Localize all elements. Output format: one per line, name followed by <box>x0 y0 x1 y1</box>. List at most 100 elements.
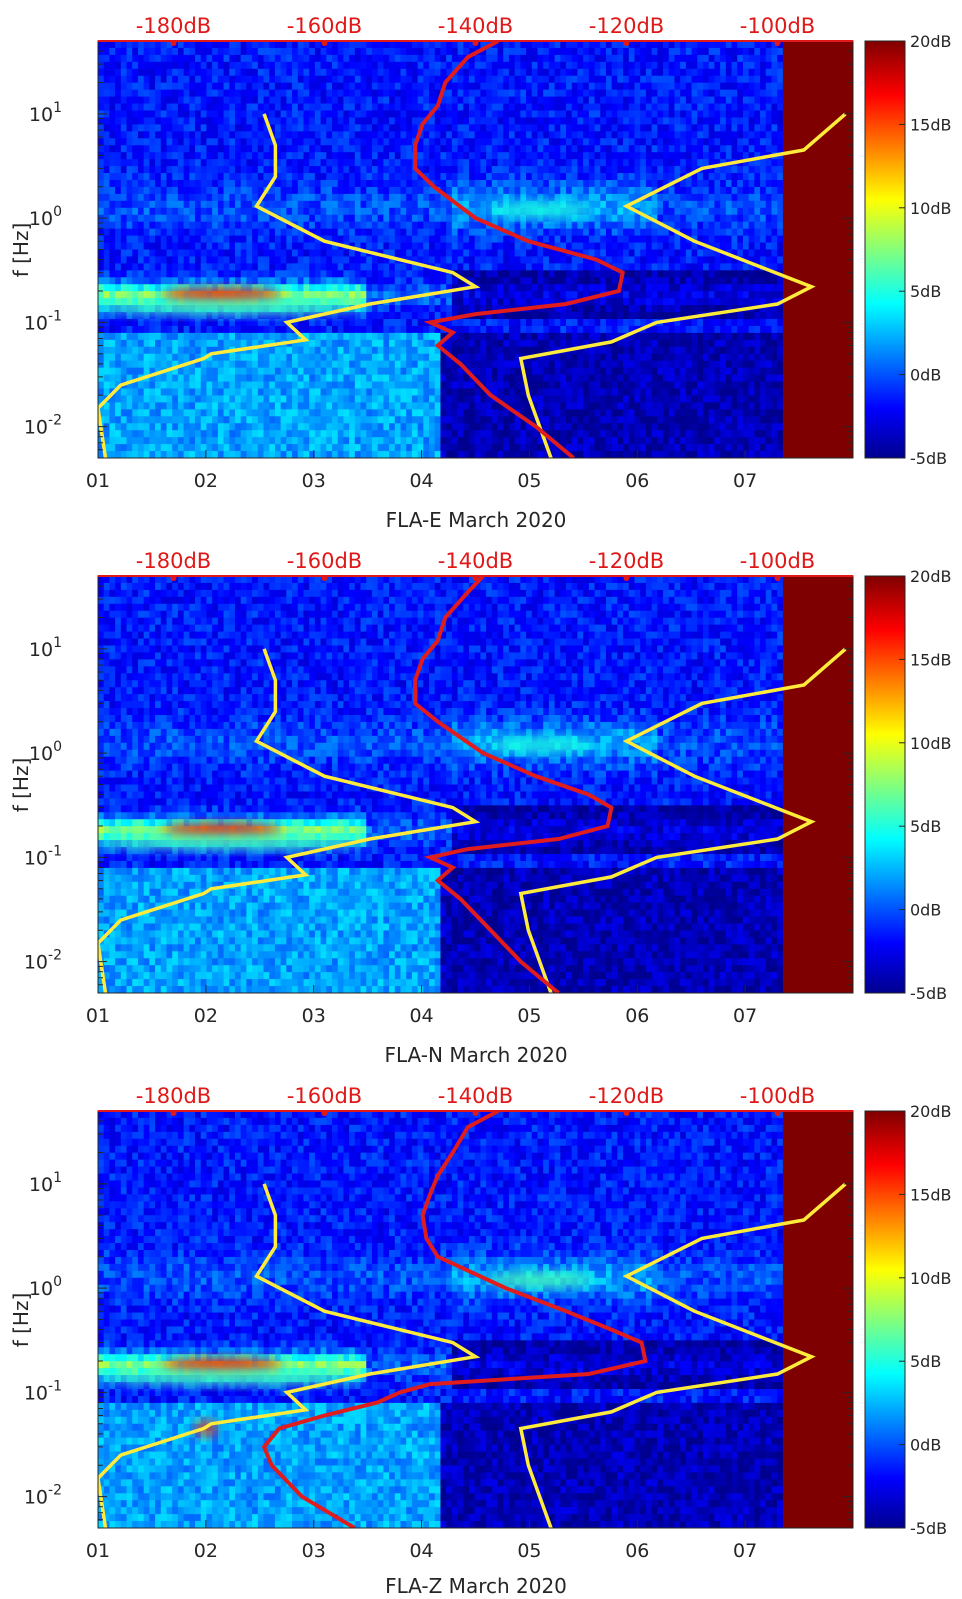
heatmap-cell <box>411 235 419 244</box>
heatmap-cell <box>628 131 636 139</box>
heatmap-cell <box>623 186 630 195</box>
heatmap-cell <box>177 325 185 334</box>
heatmap-cell <box>486 180 493 188</box>
heatmap-cell <box>200 284 208 292</box>
heatmap-cell <box>583 145 590 153</box>
heatmap-cell <box>394 68 402 77</box>
heatmap-cell <box>748 131 755 139</box>
heatmap-cell <box>543 89 550 98</box>
heatmap-cell <box>303 166 310 174</box>
heatmap-cell <box>765 103 773 112</box>
heatmap-cell <box>463 117 470 125</box>
heatmap-cell <box>748 54 755 63</box>
heatmap-cell <box>571 47 579 56</box>
heatmap-cell <box>571 61 579 70</box>
heatmap-cell <box>577 242 584 251</box>
heatmap-cell <box>737 228 744 237</box>
heatmap-cell <box>223 180 230 188</box>
heatmap-cell <box>720 186 727 195</box>
heatmap-cell <box>446 221 453 230</box>
heatmap-cell <box>177 103 185 112</box>
heatmap-cell <box>183 200 190 209</box>
heatmap-cell <box>737 312 744 320</box>
heatmap-cell <box>257 284 265 292</box>
heatmap-cell <box>377 207 384 216</box>
heatmap-cell <box>206 110 213 119</box>
heatmap-cell <box>600 117 607 125</box>
heatmap-cell <box>354 249 362 258</box>
heatmap-cell <box>714 54 721 63</box>
heatmap-cell <box>149 138 156 146</box>
heatmap-cell <box>691 207 698 216</box>
heatmap-cell <box>263 41 270 49</box>
heatmap-cell <box>366 117 373 125</box>
heatmap-cell <box>137 277 145 285</box>
heatmap-cell <box>109 68 116 77</box>
heatmap-cell <box>371 291 379 299</box>
heatmap-cell <box>748 207 755 216</box>
heatmap-cell <box>468 207 476 216</box>
heatmap-cell <box>200 54 208 63</box>
heatmap-cell <box>611 298 618 306</box>
heatmap-cell <box>566 75 573 84</box>
heatmap-cell <box>109 263 116 271</box>
heatmap-cell <box>406 138 413 146</box>
heatmap-cell <box>480 298 487 306</box>
heatmap-cell <box>286 110 293 119</box>
heatmap-cell <box>657 103 664 112</box>
heatmap-cell <box>155 110 162 119</box>
heatmap-cell <box>257 124 265 132</box>
heatmap-cell <box>503 117 510 125</box>
heatmap-cell <box>120 249 128 258</box>
heatmap-cell <box>406 228 413 237</box>
heatmap-cell <box>714 75 721 84</box>
heatmap-cell <box>320 166 327 174</box>
heatmap-cell <box>98 291 105 299</box>
heatmap-cell <box>680 75 687 84</box>
heatmap-cell <box>605 103 613 112</box>
heatmap-cell <box>760 124 767 132</box>
heatmap-cell <box>337 47 345 56</box>
heatmap-cell <box>571 277 579 285</box>
heatmap-cell <box>411 228 419 237</box>
heatmap-cell <box>440 47 447 56</box>
heatmap-cell <box>417 221 424 230</box>
heatmap-cell <box>560 159 567 167</box>
heatmap-cell <box>697 207 704 216</box>
heatmap-cell <box>377 180 384 188</box>
heatmap-cell <box>634 298 641 306</box>
heatmap-cell <box>685 82 693 91</box>
heatmap-cell <box>160 270 168 278</box>
heatmap-cell <box>600 221 607 230</box>
heatmap-cell <box>451 298 459 306</box>
heatmap-cell <box>343 110 350 119</box>
heatmap-cell <box>640 110 647 119</box>
heatmap-cell <box>217 159 225 167</box>
heatmap-cell <box>771 221 778 230</box>
heatmap-cell <box>417 152 424 160</box>
heatmap-cell <box>98 235 105 244</box>
heatmap-cell <box>195 200 202 209</box>
heatmap-cell <box>491 166 499 174</box>
heatmap-cell <box>406 319 413 327</box>
heatmap-cell <box>474 291 481 299</box>
heatmap-cell <box>548 298 556 306</box>
heatmap-cell <box>588 103 596 112</box>
heatmap-cell <box>640 124 647 132</box>
heatmap-cell <box>126 200 133 209</box>
heatmap-cell <box>349 75 356 84</box>
heatmap-cell <box>566 41 573 49</box>
heatmap-cell <box>246 193 253 202</box>
heatmap-cell <box>189 145 196 153</box>
heatmap-cell <box>212 186 219 195</box>
heatmap-cell <box>577 138 584 146</box>
heatmap-cell <box>229 325 236 334</box>
heatmap-cell <box>177 263 185 271</box>
heatmap-cell <box>691 159 698 167</box>
heatmap-cell <box>137 47 145 56</box>
heatmap-cell <box>457 75 464 84</box>
heatmap-cell <box>480 270 487 278</box>
heatmap-cell <box>314 263 322 271</box>
heatmap-cell <box>731 214 738 223</box>
heatmap-cell <box>206 207 213 216</box>
